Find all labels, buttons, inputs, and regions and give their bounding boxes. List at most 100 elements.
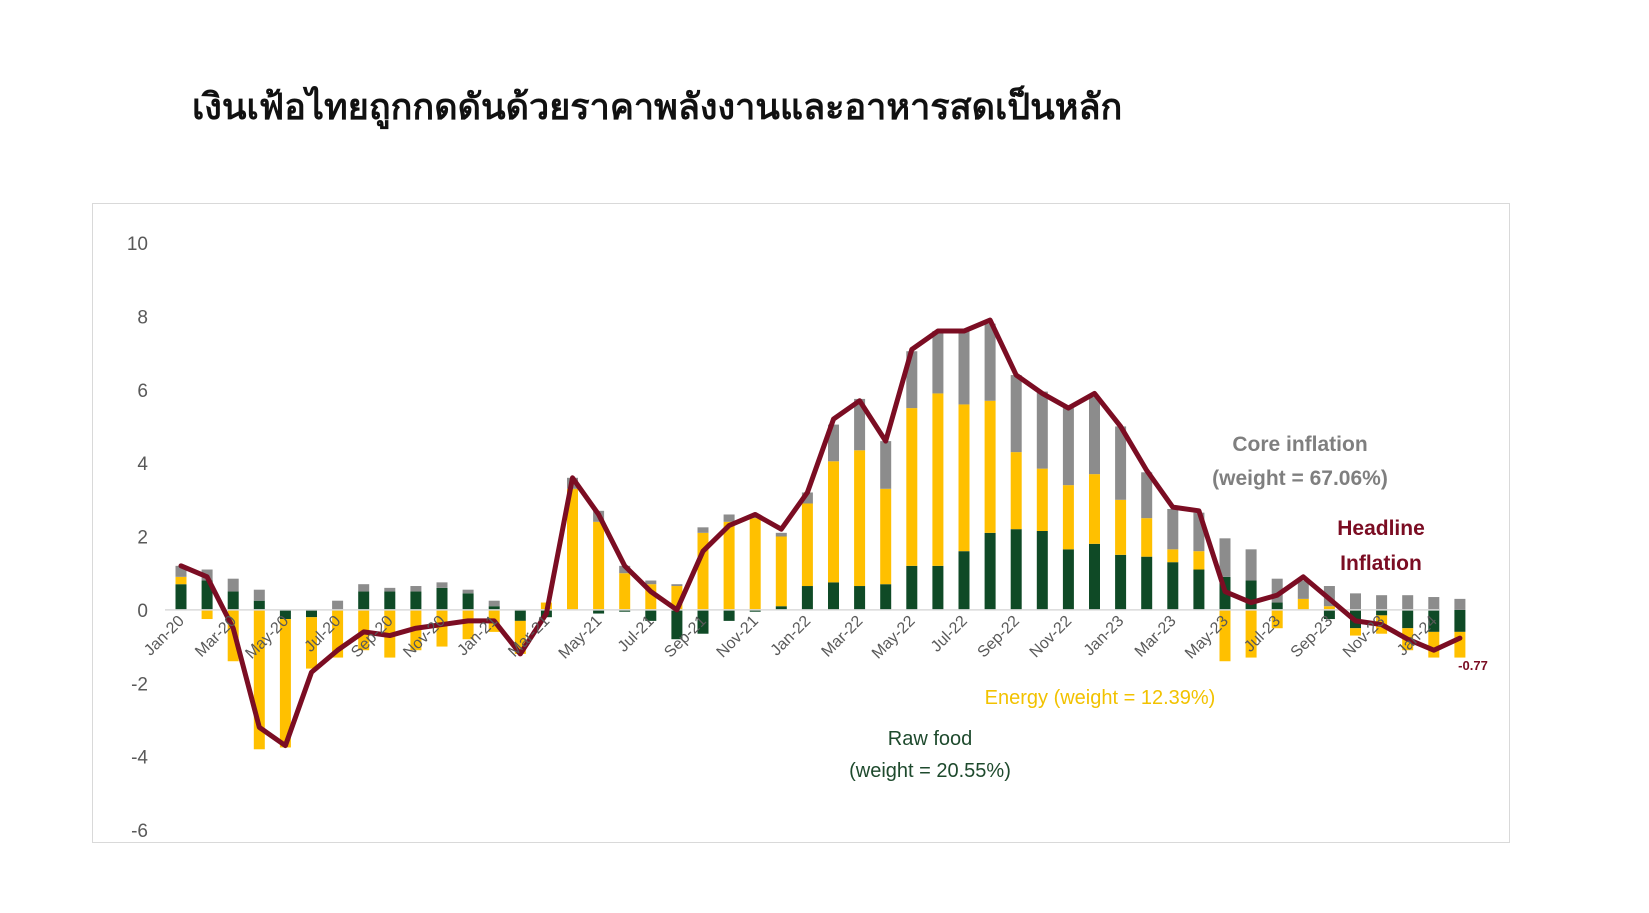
energy-bar (1193, 551, 1205, 570)
core-inflation-bar (1089, 397, 1100, 475)
raw-food-bar (854, 586, 866, 610)
raw-food-bar (306, 609, 317, 618)
core-inflation-annotation: Core inflation (weight = 67.06%) (1170, 428, 1430, 496)
core-inflation-bar (488, 600, 500, 607)
core-inflation-bar (1297, 580, 1309, 599)
energy-bar (1428, 631, 1440, 658)
energy-bar (1089, 474, 1100, 544)
energy-bar (1062, 485, 1074, 550)
headline-label-line1: Headline (1337, 517, 1425, 540)
core-inflation-bar (671, 584, 683, 587)
energy-bar (749, 518, 761, 610)
energy-annotation: Energy (weight = 12.39%) (984, 687, 1216, 709)
raw-food-bar (801, 586, 813, 610)
energy-bar (1010, 452, 1022, 530)
core-inflation-bar (1036, 391, 1048, 469)
headline-inflation-annotation: Headline Inflation (1296, 511, 1466, 581)
raw-food-bar (593, 609, 605, 614)
raw-food-bar (1010, 529, 1022, 610)
energy-bar (1141, 518, 1153, 557)
core-inflation-bar (775, 532, 787, 537)
raw-food-bar (749, 609, 761, 612)
raw-food-bar (410, 591, 422, 610)
energy-bar (723, 521, 735, 610)
core-inflation-bar (723, 514, 735, 522)
core-inflation-bar (1219, 538, 1231, 577)
chart-frame (92, 203, 1510, 843)
last-value-label: -0.77 (1458, 658, 1488, 673)
raw-food-bar (1062, 549, 1074, 610)
raw-food-bar (1323, 609, 1335, 620)
energy-bar (279, 619, 291, 748)
core-inflation-bar (932, 331, 944, 394)
headline-inflation-line (178, 317, 1463, 749)
core-inflation-bar (619, 565, 631, 574)
raw-food-bar (1141, 556, 1153, 610)
energy-bar (906, 408, 918, 566)
core-inflation-bar (332, 600, 344, 610)
raw-food-bar (880, 584, 892, 610)
energy-bar (593, 521, 605, 610)
x-tick-label: Jan-23 (1081, 613, 1128, 660)
x-tick-label: Nov-21 (714, 613, 763, 662)
energy-bar (567, 488, 578, 610)
core-inflation-bar (227, 578, 239, 592)
raw-food-bar (984, 532, 996, 610)
energy-bar (514, 620, 526, 654)
x-tick-label: May-22 (869, 613, 919, 663)
core-inflation-bar (1115, 426, 1127, 500)
raw-food-bar (723, 609, 735, 621)
x-tick-label: Sep-23 (1288, 613, 1337, 662)
core-inflation-bar (1062, 408, 1074, 486)
raw-food-bar (1271, 602, 1283, 610)
energy-bar (671, 586, 683, 610)
core-inflation-bar (462, 589, 474, 594)
core-inflation-bar (1376, 595, 1388, 610)
raw-food-bar (488, 606, 500, 610)
core-inflation-bar (906, 351, 918, 409)
raw-food-bar (1167, 562, 1179, 610)
core-inflation-bar (253, 589, 265, 601)
energy-bar (332, 609, 344, 658)
core-inflation-bar (436, 582, 448, 588)
core-inflation-bar (880, 441, 892, 489)
energy-bar (880, 488, 892, 585)
core-inflation-bar (1402, 595, 1414, 610)
core-inflation-bar (384, 587, 396, 592)
raw-food-bar (906, 565, 918, 610)
energy-bar (645, 584, 657, 610)
core-inflation-bar (1167, 508, 1179, 550)
raw-food-bar (1089, 543, 1100, 610)
raw-food-bar (514, 609, 526, 621)
energy-bar (1219, 609, 1231, 662)
x-tick-label: Jan-20 (141, 613, 188, 660)
x-tick-label: Nov-22 (1027, 613, 1076, 662)
x-tick-label: Mar-22 (819, 613, 867, 661)
core-inflation-bar (1428, 597, 1440, 610)
energy-bar (801, 503, 813, 587)
raw-food-bar (227, 591, 239, 610)
raw-food-bar (384, 591, 396, 610)
core-inflation-bar (828, 424, 839, 462)
energy-bar (1271, 609, 1283, 629)
energy-bar (775, 536, 787, 607)
core-inflation-label: Core inflation (1232, 433, 1368, 456)
core-inflation-bar (358, 584, 370, 592)
x-tick-label: Jul-21 (615, 613, 658, 656)
energy-bar (1454, 631, 1466, 658)
headline-label-line2: Inflation (1340, 552, 1422, 575)
core-inflation-bar (854, 398, 866, 451)
energy-bar (1323, 606, 1335, 610)
core-inflation-bar (1454, 598, 1466, 610)
y-tick-label: 4 (137, 454, 148, 475)
energy-bar (175, 576, 187, 585)
x-tick-label: Mar-21 (505, 613, 553, 661)
energy-bar (958, 404, 970, 552)
core-inflation-bar (1271, 578, 1283, 603)
raw-food-bar (697, 609, 709, 634)
page-title: เงินเฟ้อไทยถูกกดดันด้วยราคาพลังงานและอาห… (192, 87, 1123, 128)
energy-bar (984, 400, 996, 533)
core-inflation-bar (958, 331, 970, 405)
raw-food-bar (358, 591, 370, 610)
core-inflation-bar (1010, 375, 1022, 453)
